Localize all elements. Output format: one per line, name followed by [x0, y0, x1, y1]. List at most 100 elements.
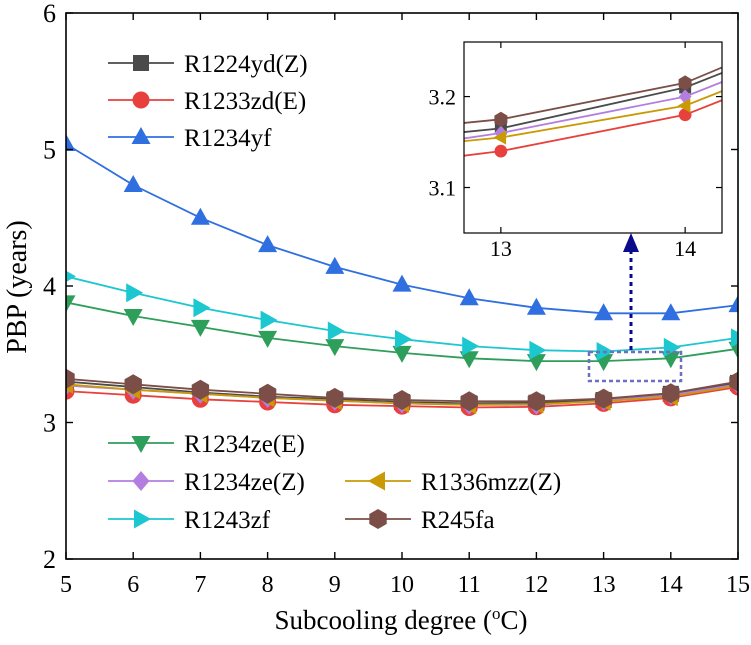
- main-tick-layer: 5 6 7 8 9 10 11 12 13 14 15 2 3 4 5 6: [43, 0, 750, 598]
- inset-point-r245fa-14: [678, 75, 692, 91]
- inset-line-r1224yd-z: [464, 71, 722, 133]
- point-r1234ze-e-8: [258, 330, 278, 348]
- inset-x-tick-label: 13: [490, 236, 512, 261]
- legend-label-r1243zf: R1243zf: [184, 507, 271, 534]
- point-r1234yf-15: [728, 295, 738, 313]
- y-axis-label: PBP (years): [2, 220, 33, 354]
- point-r1234yf-5: [66, 134, 76, 151]
- point-r1234yf-13: [594, 303, 614, 321]
- x-axis-label-main: Subcooling degree (: [275, 605, 492, 635]
- point-r1243zf-10: [395, 329, 412, 349]
- x-tick-label: 14: [659, 572, 683, 598]
- legend-label-r1233zd-e: R1233zd(E): [184, 88, 306, 115]
- legend-marker-r1234ze-z: [132, 471, 150, 491]
- point-r245fa-5: [66, 368, 75, 389]
- y-tick-label: 3: [43, 409, 56, 438]
- point-r245fa-11: [460, 391, 478, 412]
- point-r1243zf-15: [731, 328, 738, 348]
- inset-point-r1336mzz-z-13: [493, 130, 507, 145]
- point-r1234yf-11: [459, 288, 479, 306]
- legend-item-r245fa: R245fa: [345, 507, 495, 534]
- x-tick-label: 6: [127, 572, 139, 598]
- legend-top: R1224yd(Z) R1233zd(E) R1234yf: [108, 51, 308, 152]
- point-r245fa-10: [393, 390, 411, 410]
- x-tick-label: 10: [390, 572, 414, 598]
- inset-series-r1336mzz-z: [464, 90, 722, 145]
- legend-bottom: R1234ze(E) R1234ze(Z) R1336mzz(Z) R1243zf R2…: [108, 431, 561, 534]
- legend-marker-r1336mzz-z: [368, 471, 385, 491]
- legend-label-r1234ze-e: R1234ze(E): [184, 431, 305, 458]
- point-r245fa-8: [258, 383, 277, 404]
- x-tick-label: 15: [726, 572, 750, 598]
- inset-line-r1234ze-z: [464, 81, 722, 140]
- point-r1234yf-8: [258, 235, 278, 253]
- point-r1234ze-e-9: [325, 339, 345, 357]
- y-tick-label: 2: [43, 545, 56, 574]
- inset-y-tick-label: 3.2: [429, 85, 457, 110]
- legend-label-r1224yd-z: R1224yd(Z): [184, 51, 308, 78]
- series-r245fa: [66, 368, 738, 412]
- point-r1234yf-10: [392, 274, 412, 292]
- legend-marker-r1243zf: [134, 509, 151, 529]
- legend-label-r245fa: R245fa: [421, 507, 495, 534]
- point-r245fa-9: [326, 387, 344, 408]
- point-r1243zf-5: [66, 270, 76, 282]
- y-tick-label: 5: [43, 136, 56, 165]
- legend-marker-r1234ze-e: [131, 436, 151, 453]
- legend-item-r1234ze-z: R1234ze(Z): [108, 469, 305, 496]
- legend-marker-r1233zd-e: [132, 91, 150, 109]
- zoom-box: [587, 350, 683, 383]
- x-tick-label: 8: [262, 572, 274, 598]
- point-r1243zf-11: [462, 336, 480, 356]
- legend-label-r1234yf: R1234yf: [184, 125, 272, 152]
- point-r1243zf-9: [327, 321, 345, 341]
- point-r1234yf-14: [661, 303, 681, 321]
- point-r245fa-15: [729, 371, 738, 392]
- legend-item-r1243zf: R1243zf: [108, 507, 271, 534]
- inset-series-layer: [464, 66, 722, 158]
- inset-point-r1233zd-e-13: [494, 144, 508, 158]
- point-r1234ze-e-7: [190, 319, 210, 337]
- point-r1234yf-6: [123, 175, 143, 192]
- inset-point-r1234ze-z-14: [678, 89, 692, 105]
- legend-item-r1233zd-e: R1233zd(E): [108, 88, 306, 115]
- x-axis-label: Subcooling degree (oC): [275, 604, 528, 635]
- inset-series-r1233zd-e: [464, 99, 722, 158]
- point-r245fa-6: [124, 374, 142, 395]
- point-r245fa-12: [527, 391, 546, 412]
- legend-marker-r1234yf: [131, 127, 151, 144]
- legend-label-r1234ze-z: R1234ze(Z): [184, 469, 305, 496]
- point-r245fa-13: [594, 388, 613, 409]
- inset-frame: [463, 41, 723, 234]
- x-tick-label: 5: [60, 572, 72, 598]
- x-tick-label: 12: [524, 572, 548, 598]
- point-r1234ze-e-5: [66, 295, 76, 313]
- series-r1234ze-e: [66, 295, 738, 372]
- point-r1234ze-e-11: [459, 351, 479, 369]
- main-series-layer: [66, 134, 738, 416]
- legend-marker-r1224yd-z: [133, 55, 149, 71]
- inset-series-r245fa: [464, 66, 722, 127]
- zoom-arrow-head: [623, 233, 639, 252]
- x-axis-label-tail: C): [500, 605, 527, 635]
- x-tick-label: 7: [194, 572, 206, 598]
- legend-item-r1224yd-z: R1224yd(Z): [108, 51, 308, 78]
- point-r1234ze-e-15: [728, 341, 738, 359]
- inset-tick-layer: 13 14 3.1 3.2: [429, 42, 722, 261]
- series-r1234yf: [66, 134, 738, 321]
- inset-x-tick-label: 14: [674, 236, 696, 261]
- y-tick-label: 6: [43, 0, 56, 28]
- legend-marker-r245fa: [369, 509, 387, 529]
- y-tick-label: 4: [43, 272, 56, 301]
- inset-y-tick-label: 3.1: [429, 176, 457, 201]
- point-r1234ze-e-10: [392, 345, 412, 363]
- inset-line-r245fa: [464, 66, 722, 124]
- inset-point-r1336mzz-z-14: [677, 98, 691, 113]
- x-tick-label: 11: [458, 572, 481, 598]
- point-r1243zf-6: [126, 283, 144, 303]
- point-r245fa-7: [191, 379, 210, 400]
- x-axis-label-sup: o: [492, 604, 501, 623]
- legend-item-r1336mzz-z: R1336mzz(Z): [345, 469, 561, 496]
- point-r1234ze-e-6: [123, 309, 143, 326]
